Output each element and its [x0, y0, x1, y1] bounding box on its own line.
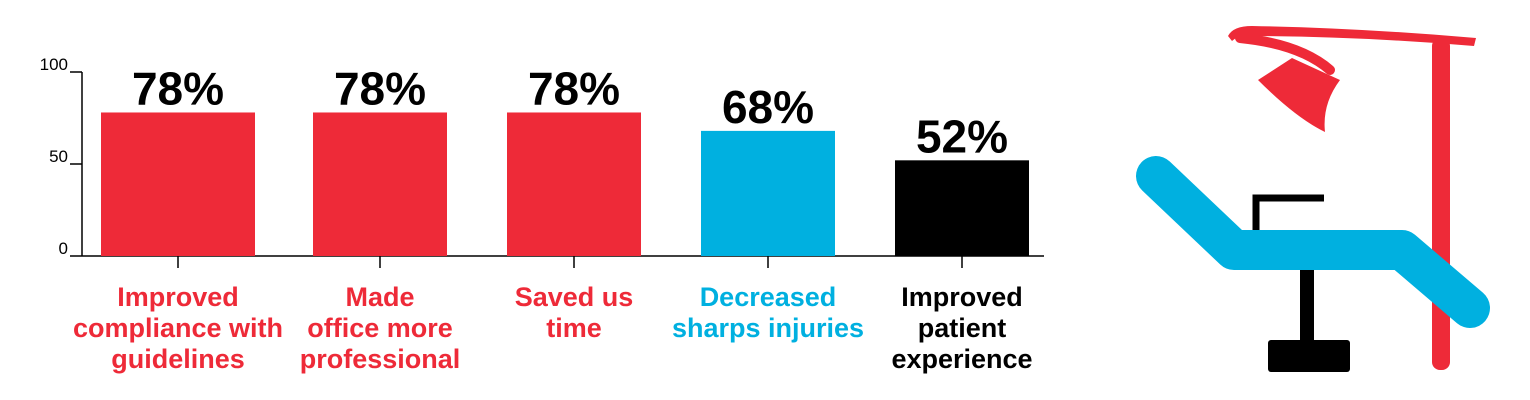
chair-base: [1268, 340, 1350, 372]
category-label-line: Improved: [901, 282, 1023, 312]
dental-chair-icon: [1136, 26, 1490, 372]
category-label-line: time: [546, 313, 602, 343]
value-label: 52%: [916, 110, 1008, 162]
value-label: 68%: [722, 81, 814, 133]
lamp-head: [1258, 58, 1340, 132]
y-tick-label: 0: [59, 239, 68, 258]
category-label-line: professional: [300, 344, 461, 374]
category-label-line: office more: [307, 313, 453, 343]
chair-body: [1136, 156, 1490, 328]
bar: [507, 112, 641, 256]
category-label-line: Decreased: [700, 282, 837, 312]
bars: [101, 112, 1029, 256]
category-label-line: Improved: [117, 282, 239, 312]
category-label-line: experience: [891, 344, 1032, 374]
category-label-line: sharps injuries: [672, 313, 864, 343]
category-label: Improved patient experience: [891, 282, 1032, 374]
category-label-line: compliance with: [73, 313, 283, 343]
lamp-arm: [1228, 26, 1476, 46]
lamp-arm-curve: [1235, 33, 1335, 75]
category-label: Improved compliance with guidelines: [73, 282, 283, 374]
bar: [101, 112, 255, 256]
category-label: Made office more professional: [300, 282, 461, 374]
chair-stem: [1300, 262, 1314, 344]
bar: [313, 112, 447, 256]
category-label-line: Made: [345, 282, 414, 312]
category-label: Saved us time: [515, 282, 634, 343]
category-label-line: Saved us: [515, 282, 634, 312]
category-label-line: patient: [918, 313, 1007, 343]
y-tick-label: 100: [40, 55, 68, 74]
bar: [895, 160, 1029, 256]
y-tick-label: 50: [49, 147, 68, 166]
labels: 78%Improved compliance with guidelines78%M…: [73, 62, 1033, 374]
value-label: 78%: [528, 62, 620, 114]
value-label: 78%: [132, 62, 224, 114]
armrest: [1252, 194, 1324, 232]
category-label: Decreased sharps injuries: [672, 282, 864, 343]
value-label: 78%: [334, 62, 426, 114]
bar: [701, 130, 835, 256]
category-label-line: guidelines: [111, 344, 245, 374]
lamp-pole: [1432, 38, 1450, 370]
